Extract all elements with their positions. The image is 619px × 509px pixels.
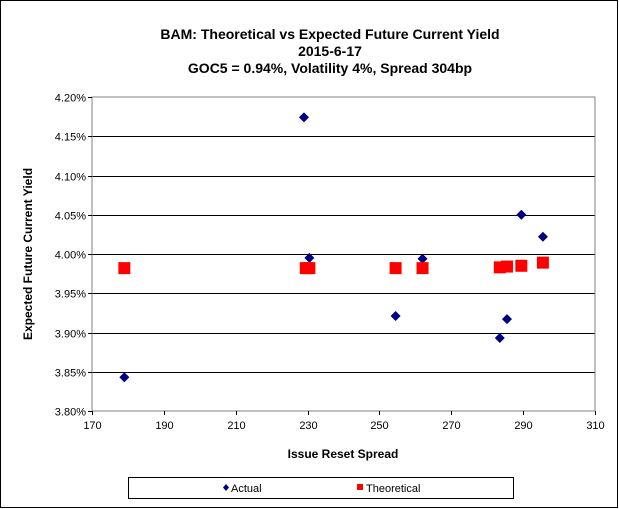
y-tick-label: 4.20% xyxy=(55,93,86,105)
actual-point xyxy=(304,252,315,263)
theoretical-point xyxy=(118,262,131,275)
x-tick-label: 310 xyxy=(586,420,604,432)
chart-title-line-1: BAM: Theoretical vs Expected Future Curr… xyxy=(160,26,499,42)
theoretical-point xyxy=(303,262,316,275)
legend-theoretical-label: Theoretical xyxy=(366,483,420,495)
legend-theoretical-square-icon xyxy=(357,484,363,490)
x-tick-label: 210 xyxy=(227,420,245,432)
actual-point xyxy=(298,112,309,123)
x-tick-label: 230 xyxy=(299,420,317,432)
actual-point xyxy=(417,253,428,264)
actual-point xyxy=(390,311,401,322)
y-tick-label: 4.15% xyxy=(55,132,86,144)
y-tick-label: 3.90% xyxy=(55,329,86,341)
theoretical-point xyxy=(515,259,528,272)
theoretical-point xyxy=(500,260,513,273)
x-tick-label: 250 xyxy=(370,420,388,432)
x-tick-label: 190 xyxy=(155,420,173,432)
actual-point xyxy=(516,209,527,220)
actual-point xyxy=(494,332,505,343)
theoretical-point xyxy=(536,256,549,269)
y-tick-label: 4.10% xyxy=(55,172,86,184)
y-axis-label: Expected Future Current Yield xyxy=(21,168,35,340)
chart-title-line-2: 2015-6-17 xyxy=(298,43,362,59)
actual-point xyxy=(537,231,548,242)
chart-title-line-3: GOC5 = 0.94%, Volatility 4%, Spread 304b… xyxy=(188,60,472,76)
x-tick-label: 270 xyxy=(442,420,460,432)
x-axis-label: Issue Reset Spread xyxy=(288,447,399,461)
actual-point xyxy=(501,314,512,325)
actual-point xyxy=(119,372,130,383)
legend-actual-diamond-icon xyxy=(223,484,229,491)
y-tick-label: 3.95% xyxy=(55,289,86,301)
theoretical-point xyxy=(389,262,402,275)
legend-actual-label: Actual xyxy=(231,483,262,495)
y-tick-label: 4.05% xyxy=(55,211,86,223)
x-tick-label: 170 xyxy=(83,420,101,432)
y-tick-label: 4.00% xyxy=(55,250,86,262)
theoretical-point xyxy=(416,262,429,275)
x-tick-label: 290 xyxy=(514,420,532,432)
legend xyxy=(128,477,514,499)
y-tick-label: 3.80% xyxy=(55,407,86,419)
y-tick-label: 3.85% xyxy=(55,368,86,380)
